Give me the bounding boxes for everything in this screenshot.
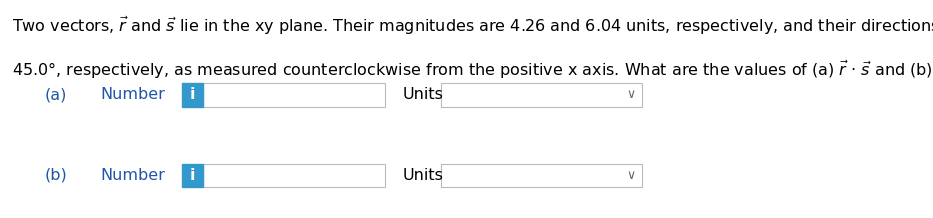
Text: Two vectors, $\vec{r}$ and $\vec{s}$ lie in the xy plane. Their magnitudes are 4: Two vectors, $\vec{r}$ and $\vec{s}$ lie… — [12, 15, 933, 37]
Text: i: i — [190, 87, 195, 102]
Bar — [441, 83, 642, 107]
Text: (b): (b) — [45, 168, 67, 183]
Bar — [441, 164, 642, 187]
Bar — [182, 164, 203, 187]
Bar — [182, 83, 203, 107]
Bar — [203, 164, 385, 187]
Text: Units: Units — [403, 87, 444, 102]
Text: ∨: ∨ — [626, 169, 635, 182]
Text: (a): (a) — [45, 87, 67, 102]
Bar — [203, 83, 385, 107]
Text: ∨: ∨ — [626, 88, 635, 101]
Text: Number: Number — [101, 168, 166, 183]
Text: Number: Number — [101, 87, 166, 102]
Text: i: i — [190, 168, 195, 183]
Text: Units: Units — [403, 168, 444, 183]
Text: 45.0°, respectively, as measured counterclockwise from the positive x axis. What: 45.0°, respectively, as measured counter… — [12, 59, 933, 82]
